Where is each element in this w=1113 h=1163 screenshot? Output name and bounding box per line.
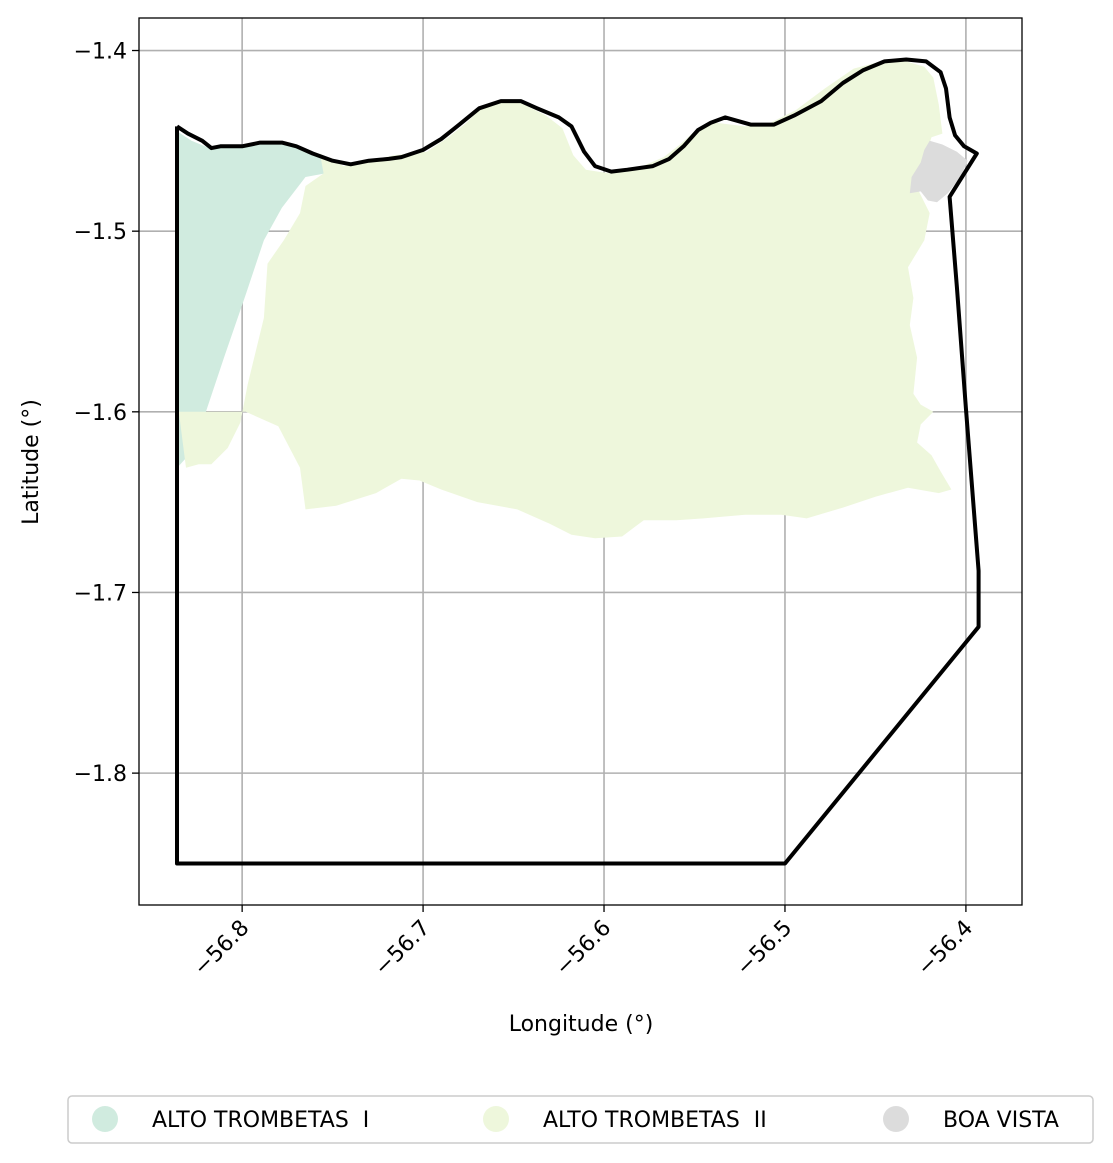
y-axis-ticks: −1.4 −1.5 −1.6 −1.7 −1.8 [74,40,139,787]
legend-label: ALTO TROMBETAS II [543,1108,767,1133]
y-tick-label: −1.7 [74,581,127,606]
legend-frame [67,1095,1094,1144]
region-2 [178,61,952,539]
x-tick-label: −56.7 [370,916,435,981]
legend-marker [483,1106,509,1132]
y-tick-label: −1.5 [74,220,127,245]
x-tick-label: −56.8 [189,916,254,981]
region-1 [175,130,346,466]
x-tick-label: −56.5 [732,916,797,981]
legend-label: ALTO TROMBETAS I [152,1108,369,1133]
y-axis-label: Latitude (°) [19,399,44,525]
boundary [175,57,981,866]
y-tick-label: −1.8 [74,762,127,787]
plot-frame [138,17,1023,906]
legend-marker [883,1106,909,1132]
x-axis-label: Longitude (°) [509,1012,654,1037]
region-3 [909,140,968,203]
legend-marker [92,1106,118,1132]
legend-label: BOA VISTA [943,1108,1059,1133]
y-tick-label: −1.4 [74,40,127,65]
x-tick-label: −56.4 [913,916,978,981]
x-axis-ticks: −56.8 −56.7 −56.6 −56.5 −56.4 [189,905,978,981]
x-tick-label: −56.6 [551,916,616,981]
regions [175,61,968,539]
y-tick-label: −1.6 [74,401,127,426]
boundary-outline [175,57,981,866]
legend: ALTO TROMBETAS I ALTO TROMBETAS II BOA VIS… [67,1095,1094,1144]
